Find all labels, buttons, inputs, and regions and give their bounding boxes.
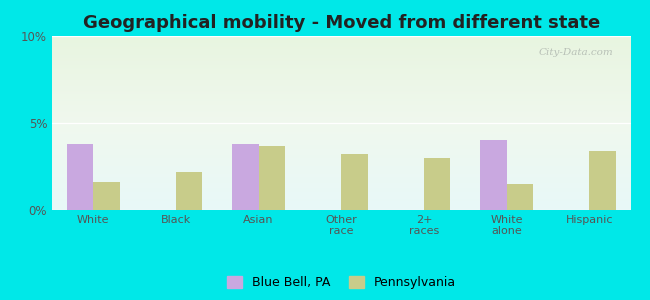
Bar: [259, 146, 285, 210]
Title: Geographical mobility - Moved from different state: Geographical mobility - Moved from diffe…: [83, 14, 600, 32]
Bar: [506, 184, 533, 210]
Bar: [176, 172, 202, 210]
Bar: [480, 140, 506, 210]
Bar: [424, 158, 450, 210]
Bar: [232, 144, 259, 210]
Legend: Blue Bell, PA, Pennsylvania: Blue Bell, PA, Pennsylvania: [222, 271, 461, 294]
Bar: [94, 182, 120, 210]
Bar: [341, 154, 368, 210]
Text: City-Data.com: City-Data.com: [538, 48, 613, 57]
Bar: [67, 144, 94, 210]
Bar: [589, 151, 616, 210]
